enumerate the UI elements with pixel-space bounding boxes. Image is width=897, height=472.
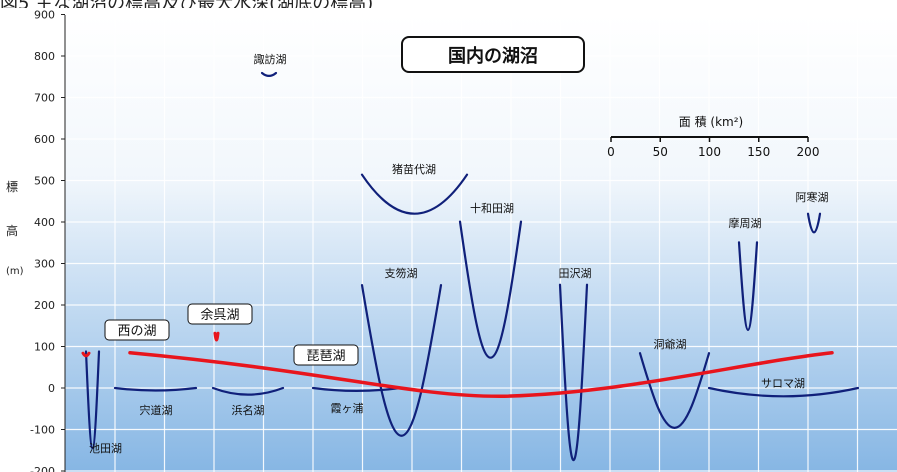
y-tick-label: 500 [34,175,55,188]
grid-lines [65,13,897,472]
lake-outline [113,386,198,392]
y-axis-title-char-1: 標 [6,180,19,194]
lake-outline [84,350,101,450]
chart-title-box: 国内の湖沼 [401,36,585,73]
y-tick-label: 600 [34,133,55,146]
y-axis-title-char-3: (m) [6,266,24,277]
lake-outline [211,386,285,396]
lake-label: 十和田湖 [470,201,514,215]
lake-label: 浜名湖 [232,403,265,417]
lake-outline [81,351,91,358]
lake-label: 西の湖 [117,324,156,339]
lake-label: 諏訪湖 [254,52,287,66]
lake-outline [458,220,523,359]
lake-label: 猪苗代湖 [392,163,436,176]
lake-label: 阿寒湖 [796,190,829,204]
scale-bar-title: 面 積 (km²) [679,114,743,129]
y-axis-ticks: 900 800 700 600 500 400 300 200 100 0 -100 -200 [30,9,65,472]
lake-outline [558,283,589,462]
lake-label-box [187,303,253,325]
lake-label: 支笏湖 [385,266,418,280]
plot-background [65,15,897,472]
scale-bar-tick-label: 0 [607,145,615,159]
lake-outline [213,331,220,342]
y-tick-label: 400 [34,216,55,229]
scale-bar-tick-label: 150 [747,145,770,159]
lake-label: 余呉湖 [200,307,239,323]
lake-outline [737,241,759,332]
lake-label-box [104,319,170,341]
y-tick-label: 200 [34,299,55,312]
y-tick-label: 100 [34,341,55,354]
scale-bar-tick-label: 50 [653,145,668,159]
scale-bar-tick-label: 200 [797,145,820,159]
y-tick-label: 800 [34,50,55,63]
red-connecting-curve [128,350,834,399]
lake-label: 田沢湖 [559,266,592,280]
y-tick-label: -100 [30,424,55,437]
lake-label: 洞爺湖 [654,337,687,351]
lake-outline [806,212,822,234]
chart-caption: 図5 主な湖沼の標高及び最大水深(湖底の標高) [0,0,897,8]
lake-label: 池田湖 [89,442,122,455]
scale-bar-tick-label: 100 [698,145,721,159]
lake-label: 摩周湖 [729,216,762,230]
lake-label: 琵琶湖 [306,349,345,364]
lake-outline [360,173,469,215]
lake-outline [707,386,860,398]
lake-outline [638,352,711,429]
lake-label-box [293,344,359,366]
lake-label: サロマ湖 [761,377,805,390]
lake-outline [311,386,402,393]
y-tick-label: 700 [34,92,55,105]
lake-label: 宍道湖 [140,403,173,417]
y-axis-title-char-2: 高 [6,224,19,238]
lake-outlines [81,71,860,462]
y-tick-label: 300 [34,258,55,271]
y-tick-label: 900 [34,9,55,22]
lake-label: 霞ヶ浦 [331,402,364,415]
area-scale-bar: 面 積 (km²) 0 50 100 150 200 [607,114,819,159]
lake-outline [260,71,278,78]
chart-title: 国内の湖沼 [448,45,538,67]
y-tick-label: -200 [30,465,55,472]
lake-outline [360,283,443,437]
y-tick-label: 0 [48,382,55,395]
